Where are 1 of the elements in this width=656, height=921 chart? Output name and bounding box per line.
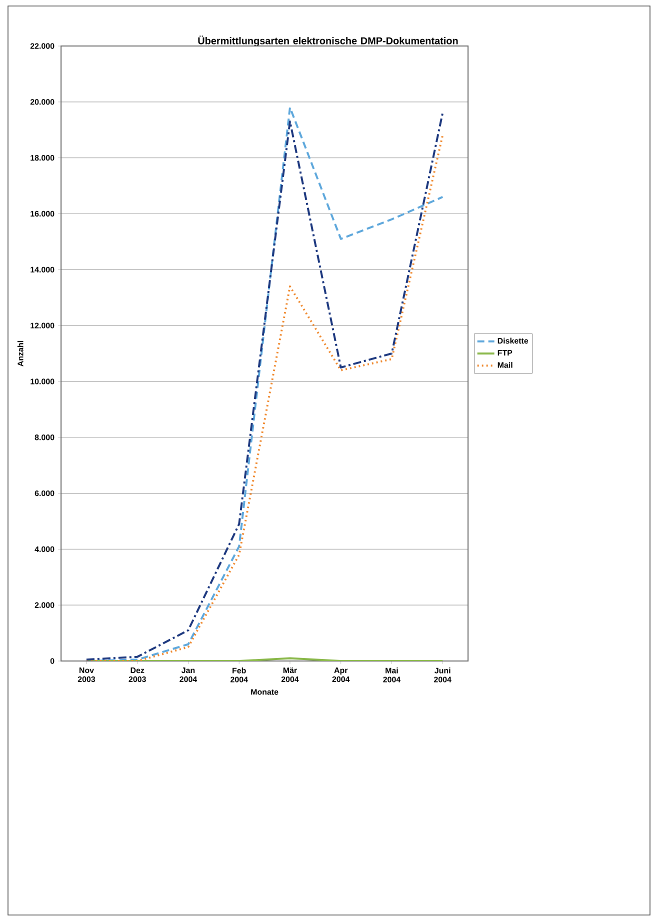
chart-title: Übermittlungsarten elektronische DMP-Dokumentation [198, 36, 458, 46]
